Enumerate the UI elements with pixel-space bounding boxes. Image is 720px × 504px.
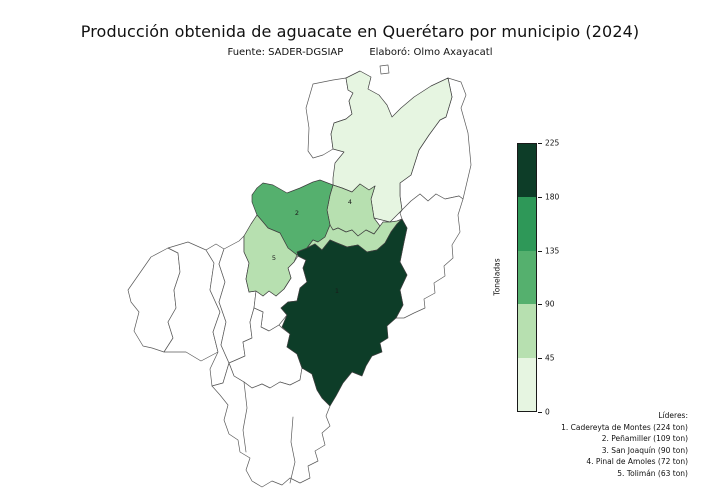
colorbar-tick-45: 45 (545, 353, 555, 363)
leaders-item-2: 2. Peñamiller (109 ton) (601, 434, 688, 443)
leaders-item-4: 4. Pinal de Amoles (72 ton) (586, 457, 688, 466)
colorbar (517, 143, 537, 412)
leaders-item-1: 1. Cadereyta de Montes (224 ton) (561, 422, 688, 432)
colorbar-seg-180-225 (518, 144, 536, 198)
map-border-divider-south-2 (242, 381, 248, 453)
map-border-divider-south-1 (289, 416, 296, 484)
leaders-item-3: 3. San Joaquín (90 ton) (601, 445, 688, 455)
figure-subtitle: Fuente: SADER-DGSIAP Elaboró: Olmo Axaya… (0, 47, 720, 58)
colorbar-tick-90: 90 (545, 299, 555, 309)
region-toliman (243, 214, 298, 297)
colorbar-tick-0: 0 (545, 407, 550, 417)
region-white-east-band (395, 193, 464, 319)
colorbar-tickmark (538, 358, 542, 359)
figure-source: Fuente: SADER-DGSIAP (227, 47, 344, 58)
colorbar-tickmark (538, 143, 542, 144)
colorbar-seg-135-180 (518, 197, 536, 251)
colorbar-tick-135: 135 (545, 246, 560, 256)
region-white-south-tail (211, 362, 331, 488)
map-label-region-2: 2 (295, 209, 299, 217)
region-pinal-de-amoles (326, 183, 381, 237)
colorbar-axis-label: Toneladas (492, 258, 502, 296)
figure-title: Producción obtenida de aguacate en Queré… (80, 22, 640, 41)
colorbar-tickmark (538, 197, 542, 198)
colorbar-seg-0-45 (518, 357, 536, 412)
leaders-heading: Líderes: (658, 411, 688, 420)
colorbar-tick-180: 180 (545, 192, 560, 202)
map-label-region-5: 5 (272, 254, 276, 262)
region-cadereyta-de-montes (280, 218, 408, 407)
colorbar-seg-90-135 (518, 250, 536, 305)
map-label-region-4: 4 (348, 198, 352, 206)
colorbar-tick-225: 225 (545, 138, 560, 148)
colorbar-tickmark (538, 304, 542, 305)
figure-credit: Elaboró: Olmo Axayacatl (369, 47, 493, 58)
colorbar-tickmark (538, 412, 542, 413)
leaders-item-5: 5. Tolimán (63 ton) (617, 468, 688, 478)
region-white-tiny-north-fragment (379, 64, 390, 75)
colorbar-tickmark (538, 251, 542, 252)
leaders-list: Líderes: 1. Cadereyta de Montes (224 ton… (561, 410, 688, 479)
colorbar-seg-45-90 (518, 304, 536, 358)
map-label-region-1: 1 (335, 287, 339, 295)
